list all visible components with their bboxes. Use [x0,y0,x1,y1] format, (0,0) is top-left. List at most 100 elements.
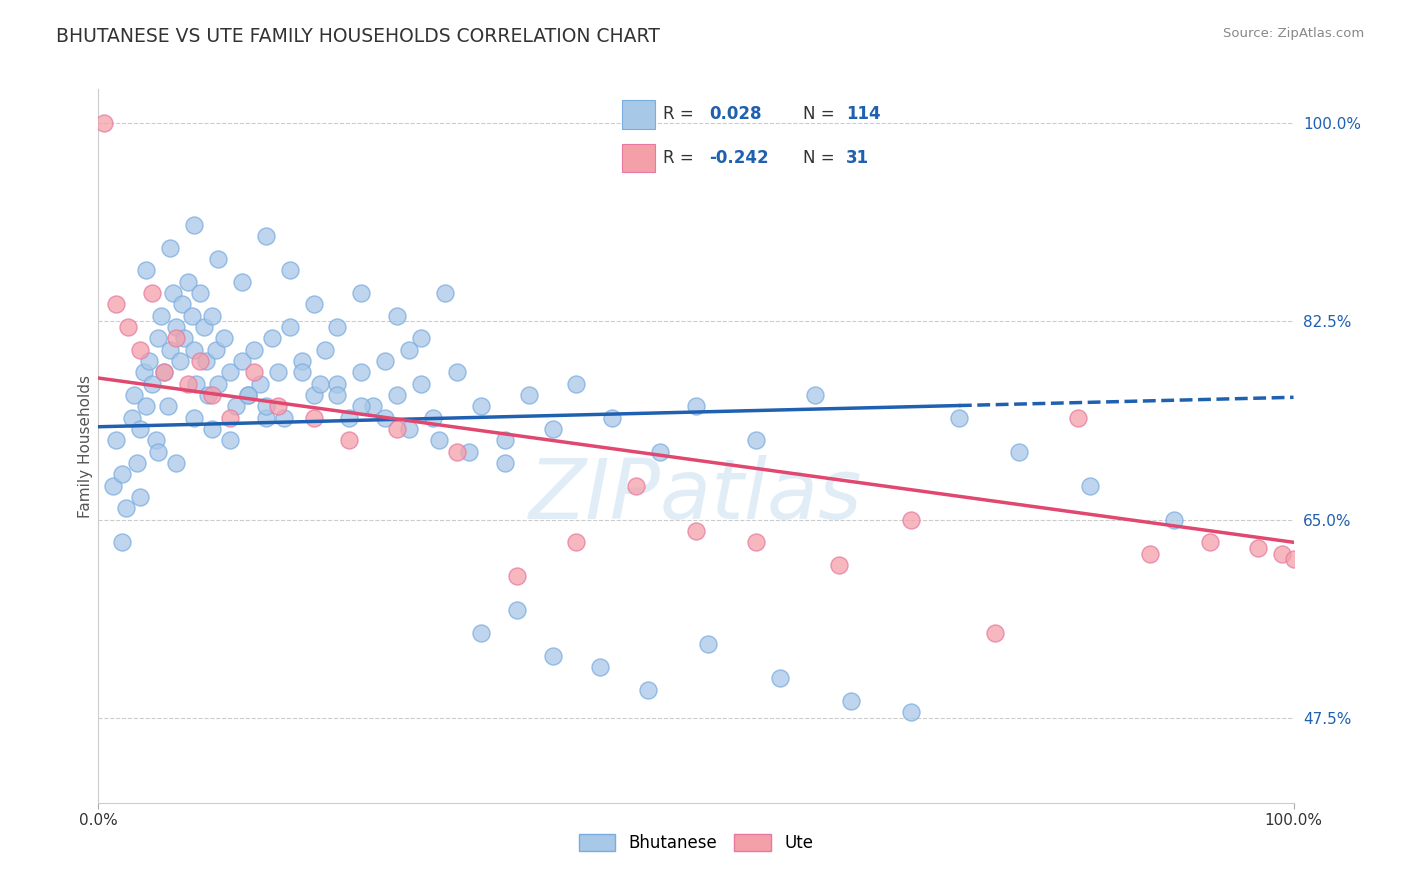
Text: ZIPatlas: ZIPatlas [529,456,863,536]
Point [291,365,314,379]
Point [188,286,211,301]
Point [183,410,205,425]
Point [374,410,396,425]
Point [374,354,396,368]
Point [148,444,170,458]
Point [231,354,253,368]
Point [470,626,492,640]
Point [350,400,373,414]
Point [132,365,155,379]
Point [302,410,325,425]
Point [183,343,205,357]
Point [267,365,290,379]
Point [602,410,624,425]
Bar [621,144,655,171]
Point [565,376,588,391]
Point [193,320,215,334]
Point [115,501,138,516]
Point [225,400,247,414]
Point [236,388,259,402]
Point [745,535,768,549]
Point [243,365,266,379]
Point [291,354,314,368]
Point [398,422,420,436]
Point [1008,444,1031,458]
Point [494,434,516,448]
Point [188,354,211,368]
Point [565,535,588,549]
Point [186,376,208,391]
Point [165,456,187,470]
Point [494,456,516,470]
Text: 31: 31 [846,149,869,167]
Point [302,388,325,402]
Point [236,388,259,402]
Point [117,320,139,334]
Point [541,422,564,436]
Point [315,343,337,357]
Point [197,388,219,402]
Point [93,116,115,130]
Y-axis label: Family Households: Family Households [77,375,93,517]
Point [1080,478,1102,492]
Point [434,286,457,301]
Point [169,354,191,368]
Point [685,400,707,414]
Point [165,331,187,345]
Point [1247,541,1270,555]
Point [427,434,450,448]
Point [278,263,301,277]
Point [339,410,361,425]
Point [804,388,827,402]
Point [411,331,433,345]
Point [398,343,420,357]
Point [900,705,922,719]
Point [101,478,124,492]
Point [177,275,200,289]
Point [984,626,1007,640]
Point [111,467,134,482]
Point [685,524,707,538]
Point [165,320,187,334]
Point [506,603,529,617]
Point [129,343,152,357]
Point [1163,513,1185,527]
Point [207,252,229,266]
Point [470,400,492,414]
Point [385,309,409,323]
Point [422,410,444,425]
Point [111,535,134,549]
Point [219,410,242,425]
Point [231,275,253,289]
Point [900,513,922,527]
Point [153,365,176,379]
Text: N =: N = [803,105,835,123]
Point [326,388,349,402]
Point [745,434,768,448]
Point [135,400,157,414]
Point [162,286,184,301]
Point [1199,535,1222,549]
Text: -0.242: -0.242 [709,149,769,167]
Text: 114: 114 [846,105,880,123]
Text: 0.028: 0.028 [709,105,762,123]
Point [769,671,792,685]
Point [506,569,529,583]
Point [841,694,863,708]
Point [141,376,163,391]
Point [326,320,349,334]
Point [541,648,564,663]
Point [350,286,373,301]
Legend: Bhutanese, Ute: Bhutanese, Ute [572,827,820,859]
Point [153,365,176,379]
Point [135,263,157,277]
Point [243,343,266,357]
Point [201,422,224,436]
Point [219,434,242,448]
Text: Source: ZipAtlas.com: Source: ZipAtlas.com [1223,27,1364,40]
Point [446,365,468,379]
Point [159,343,181,357]
Point [1271,547,1294,561]
Point [105,434,128,448]
Point [212,331,235,345]
